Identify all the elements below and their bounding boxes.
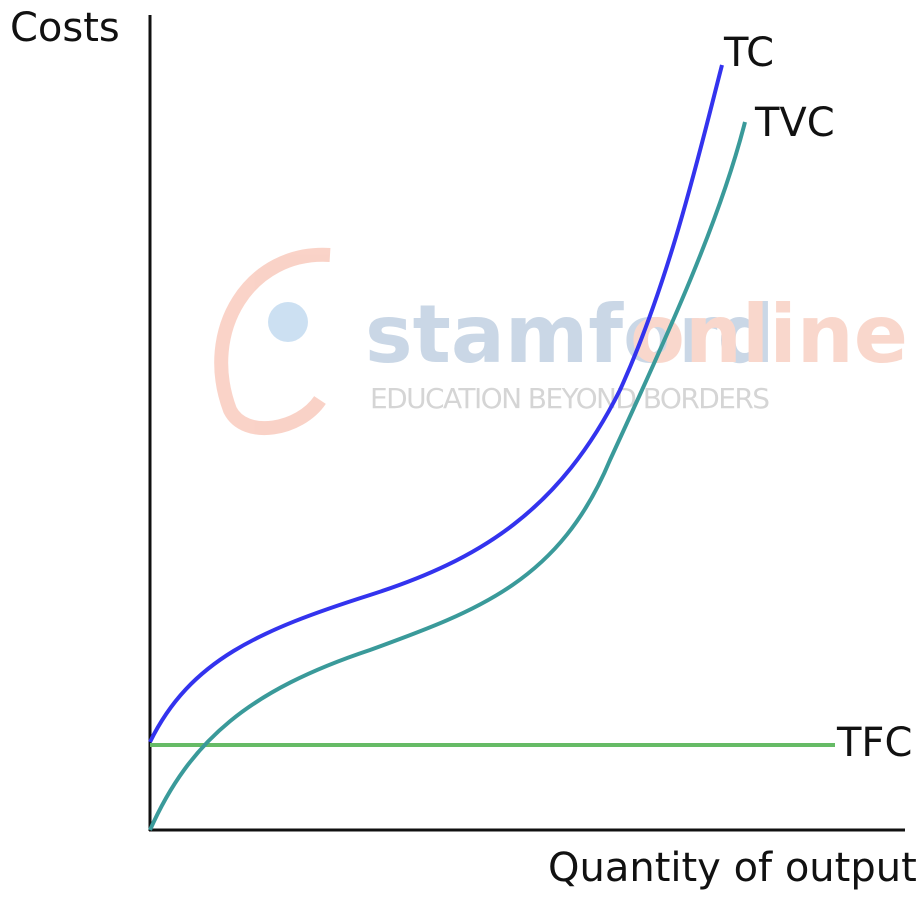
y-axis-label: Costs: [10, 5, 120, 51]
watermark: stamford online EDUCATION BEYOND BORDERS: [214, 247, 908, 436]
curve-label: TC: [723, 30, 774, 76]
watermark-tagline: EDUCATION BEYOND BORDERS: [370, 382, 770, 415]
tc-curve: [148, 64, 724, 743]
watermark-brand-right: online: [630, 288, 908, 381]
watermark-brand-left: stamford: [365, 288, 775, 381]
curve-label: TFC: [836, 720, 912, 766]
watermark-dot: [268, 302, 308, 342]
watermark-swoosh: [214, 247, 331, 436]
curve-label: TVC: [754, 100, 835, 146]
tvc-curve: [148, 121, 747, 831]
x-axis-label: Quantity of output: [548, 845, 917, 891]
